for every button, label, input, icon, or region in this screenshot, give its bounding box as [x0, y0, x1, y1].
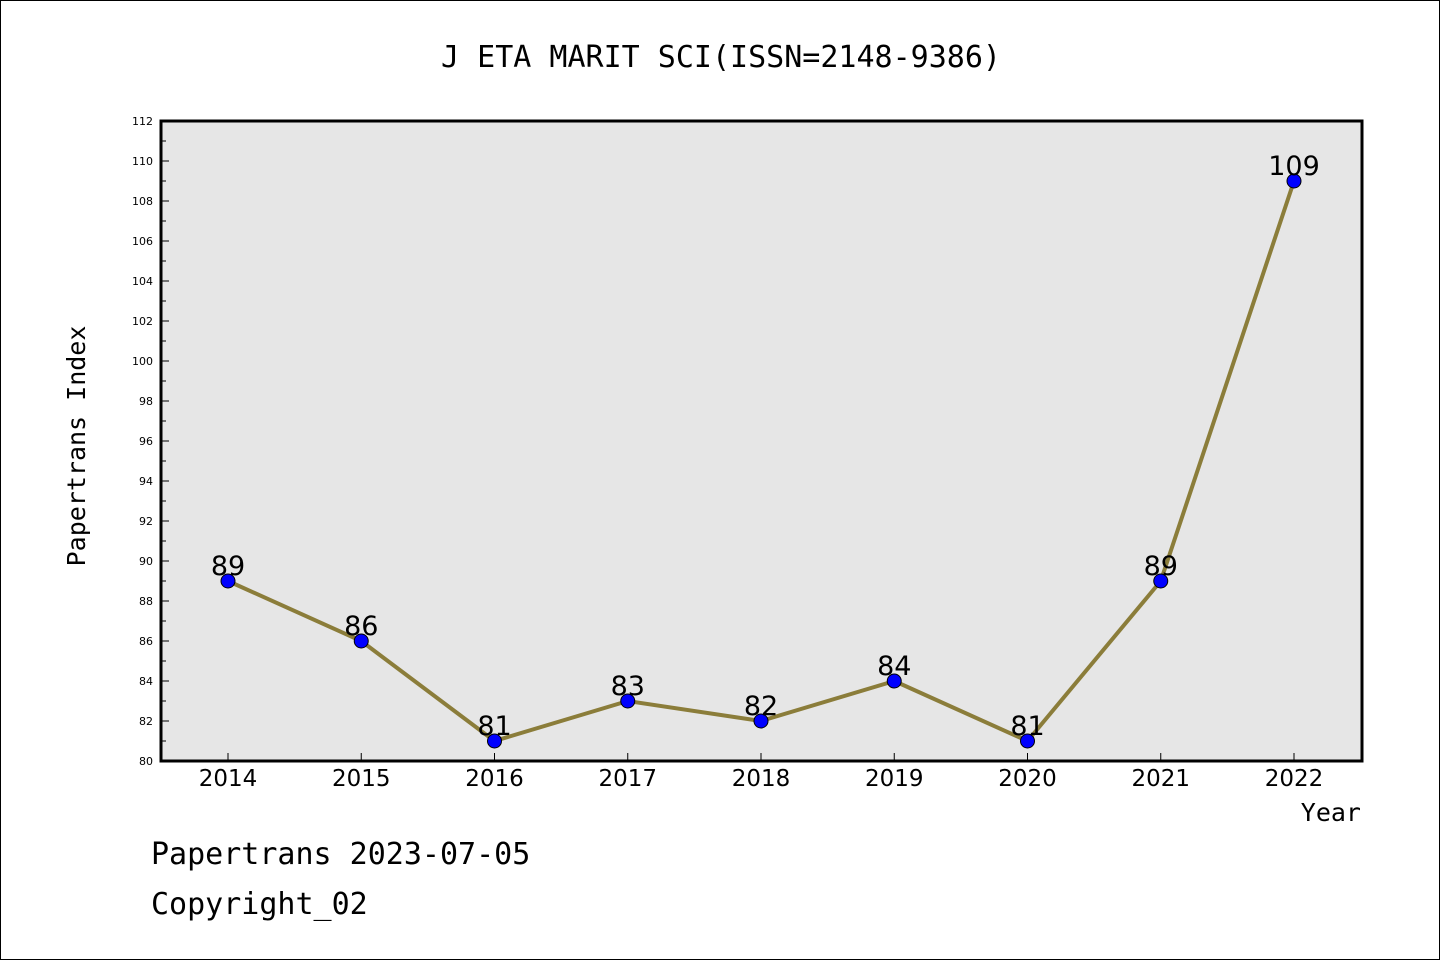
plot-border	[159, 119, 1364, 763]
x-axis-label: Year	[1301, 798, 1361, 827]
data-point	[1286, 173, 1302, 189]
y-tick-label: 106	[132, 235, 153, 248]
y-axis: 80 82 84 86 88 90 92 94 96 98 100 102 104 106 108 110 11…	[132, 115, 169, 768]
data-point	[886, 673, 902, 689]
x-tick-label: 2020	[998, 766, 1057, 792]
data-label: 81	[1010, 711, 1044, 742]
y-tick-label: 94	[139, 475, 153, 488]
data-label: 84	[877, 651, 911, 682]
y-tick-label: 92	[139, 515, 153, 528]
x-tick-label: 2016	[465, 766, 524, 792]
data-label: 81	[477, 711, 511, 742]
chart-title: J ETA MARIT SCI(ISSN=2148-9386)	[441, 40, 1001, 75]
data-point	[487, 733, 502, 749]
y-tick-label: 82	[139, 715, 153, 728]
x-tick-label: 2022	[1265, 766, 1324, 792]
y-tick-label: 88	[139, 595, 153, 608]
y-tick-label: 84	[139, 675, 153, 688]
data-label: 109	[1268, 151, 1320, 182]
data-label: 89	[1144, 551, 1178, 582]
y-tick-label: 110	[132, 155, 153, 168]
data-label: 86	[344, 611, 378, 642]
y-tick-label: 108	[132, 195, 153, 208]
data-point	[620, 693, 636, 709]
y-tick-label: 100	[132, 355, 153, 368]
plot-area	[161, 121, 1362, 761]
data-point	[220, 573, 236, 589]
data-label: 83	[611, 671, 645, 702]
series-layer: 89 86 81 83 82 84 81 89 109	[211, 151, 1320, 749]
y-tick-label: 104	[132, 275, 153, 288]
x-tick-label: 2015	[332, 766, 391, 792]
y-tick-label: 98	[139, 395, 153, 408]
x-tick-label: 2018	[732, 766, 791, 792]
y-tick-label: 112	[132, 115, 153, 128]
data-label: 82	[744, 691, 778, 722]
footer-date: Papertrans 2023-07-05	[151, 837, 531, 872]
data-point	[1153, 573, 1169, 589]
y-tick-label: 80	[139, 755, 153, 768]
y-tick-label: 86	[139, 635, 153, 648]
x-axis: 2014 2015 2016 2017 2018 2019 2020 2021 2022	[199, 753, 1324, 792]
y-tick-label: 102	[132, 315, 153, 328]
footer-copyright: Copyright_02	[151, 887, 368, 922]
data-point	[753, 713, 769, 729]
x-tick-label: 2017	[598, 766, 657, 792]
x-tick-label: 2019	[865, 766, 924, 792]
data-label: 89	[211, 551, 245, 582]
x-tick-label: 2021	[1131, 766, 1190, 792]
data-point	[1020, 733, 1035, 749]
y-axis-label: Papertrans Index	[62, 326, 91, 567]
data-point	[353, 633, 369, 649]
y-tick-label: 96	[139, 435, 153, 448]
y-tick-label: 90	[139, 555, 153, 568]
x-tick-label: 2014	[199, 766, 258, 792]
